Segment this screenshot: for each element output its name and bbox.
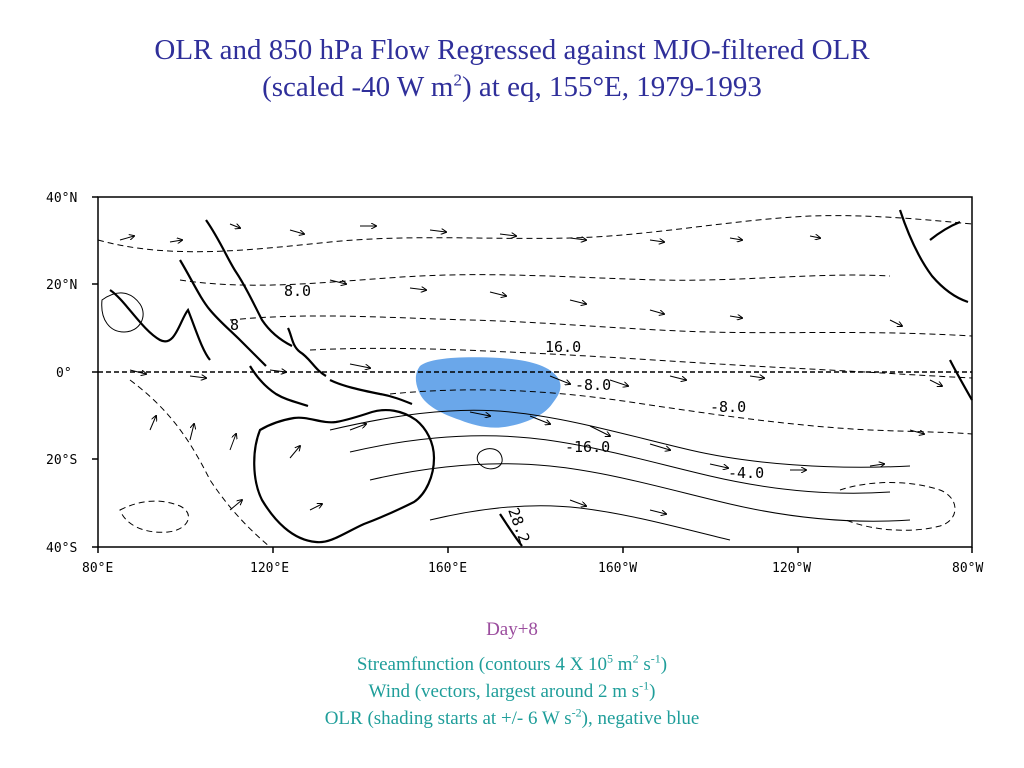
lat-tick-label: 0° — [56, 366, 72, 381]
title-line-2: (scaled -40 W m2) at eq, 155°E, 1979-199… — [0, 69, 1024, 106]
lat-tick-label: 20°N — [46, 278, 77, 293]
title-line-1: OLR and 850 hPa Flow Regressed against M… — [154, 34, 870, 66]
title-line-2-text: (scaled -40 W m — [262, 71, 454, 103]
streamfunction-exp: -1 — [650, 651, 661, 666]
olr-tail: ), negative blue — [581, 708, 700, 729]
regression-map: 8.0 8 16.0 -8.0 -8.0 -16.0 -4.0 28.2 40°… — [46, 191, 983, 576]
wind-vectors — [119, 224, 942, 514]
day-label: Day+8 — [486, 619, 538, 640]
wind-text: Wind (vectors, largest around 2 m s — [368, 681, 640, 702]
contour-label: -4.0 — [728, 464, 764, 482]
contour-label: -8.0 — [710, 398, 746, 416]
lon-tick-label: 160°E — [428, 561, 467, 576]
lon-tick-label: 80°W — [952, 561, 983, 576]
streamfunction-unit: s — [638, 654, 651, 675]
streamfunction-close: ) — [660, 654, 668, 675]
contour-label: 16.0 — [545, 338, 581, 356]
lat-tick-marks — [92, 196, 98, 548]
coastlines — [109, 209, 973, 547]
streamfunction-exp: 2 — [632, 651, 639, 666]
streamfunction-exp: 5 — [607, 651, 614, 666]
olr-caption: OLR (shading starts at +/- 6 W s-2), neg… — [0, 706, 1024, 731]
lon-tick-marks — [97, 547, 973, 553]
lon-tick-label: 160°W — [598, 561, 637, 576]
streamfunction-caption: Streamfunction (contours 4 X 105 m2 s-1) — [0, 652, 1024, 677]
contour-label: -8.0 — [575, 376, 611, 394]
lat-tick-label: 40°N — [46, 191, 77, 206]
olr-exp: -2 — [571, 705, 582, 720]
contour-label: -16.0 — [565, 438, 610, 456]
wind-close: ) — [649, 681, 656, 702]
streamfunction-text: Streamfunction (contours 4 X 10 — [356, 654, 608, 675]
lon-tick-label: 120°E — [250, 561, 289, 576]
contour-label: 8.0 — [284, 282, 311, 300]
slide-title: OLR and 850 hPa Flow Regressed against M… — [0, 32, 1024, 106]
lat-tick-label: 20°S — [46, 453, 77, 468]
olr-text: OLR (shading starts at +/- 6 W s — [324, 708, 572, 729]
streamfunction-contours — [97, 215, 973, 548]
lon-tick-label: 80°E — [82, 561, 113, 576]
title-superscript: 2 — [453, 70, 462, 90]
negative-olr-shading — [415, 357, 561, 428]
contour-label: 8 — [230, 316, 239, 334]
wind-exp: -1 — [639, 678, 650, 693]
lon-tick-label: 120°W — [772, 561, 811, 576]
lat-tick-label: 40°S — [46, 541, 77, 556]
wind-caption: Wind (vectors, largest around 2 m s-1) — [0, 679, 1024, 704]
title-line-2-tail: ) at eq, 155°E, 1979-1993 — [461, 71, 762, 103]
streamfunction-unit: m — [613, 654, 633, 675]
